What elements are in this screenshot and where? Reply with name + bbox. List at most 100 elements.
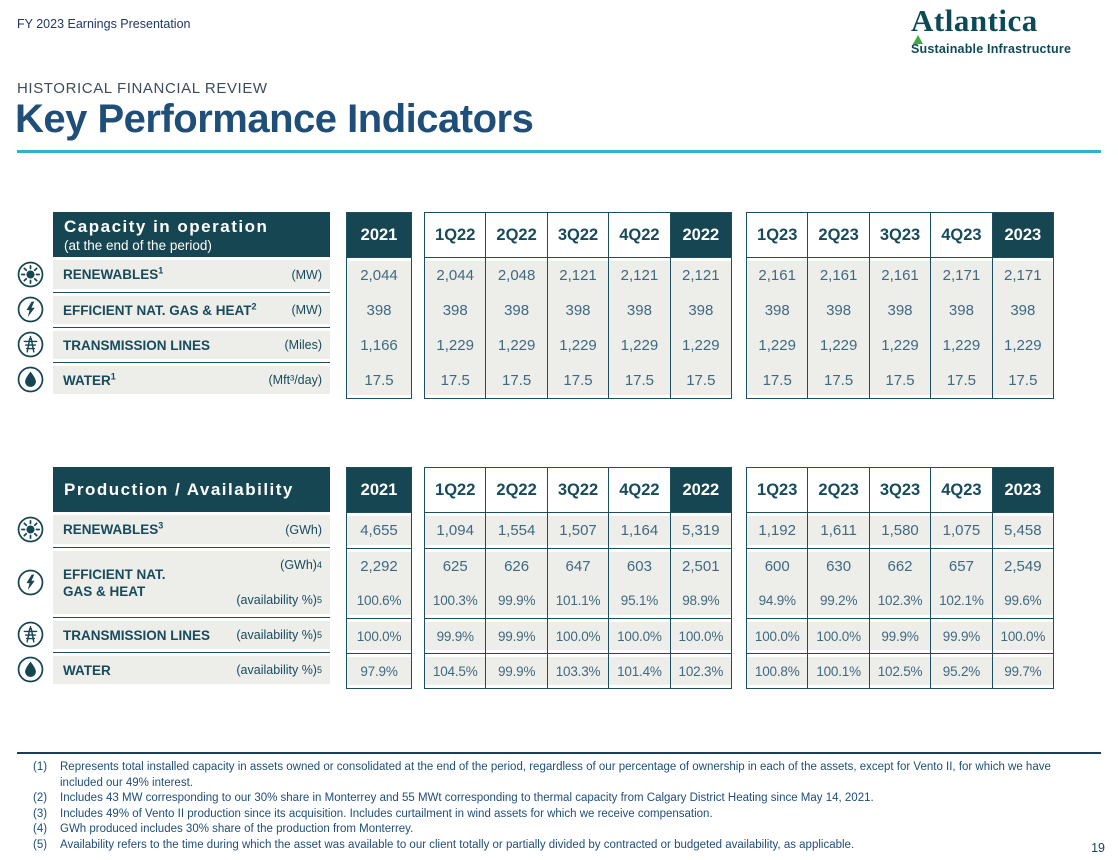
value-cell: 1,229 bbox=[682, 337, 720, 354]
value-cell: 398 bbox=[826, 302, 852, 319]
value-row-band: 100.0% bbox=[347, 618, 411, 653]
row-unit: (availability %) 5 bbox=[236, 592, 322, 607]
value-cell: 1,229 bbox=[497, 337, 536, 354]
value-cell: 99.6% bbox=[1004, 593, 1042, 609]
value-row-band: 100.8% bbox=[747, 653, 808, 688]
value-row-band: 398 bbox=[347, 293, 411, 328]
value-row-band: 4,655 bbox=[347, 513, 411, 548]
value-cell: 398 bbox=[442, 302, 468, 319]
quarter-column-header: 1Q22 bbox=[425, 468, 487, 513]
value-cell: 398 bbox=[764, 302, 790, 319]
value-cell: 100.1% bbox=[816, 663, 861, 679]
row-label-band: RENEWABLES1 (MW) bbox=[53, 257, 330, 292]
value-row-band: 1,507 bbox=[547, 513, 609, 548]
value-row-band: 630 99.2% bbox=[808, 548, 870, 618]
row-label-band: EFFICIENT NAT. GAS & HEAT2 (MW) bbox=[53, 292, 330, 327]
value-row-band: 626 99.9% bbox=[486, 548, 548, 618]
value-cell: 398 bbox=[1010, 302, 1036, 319]
row-label-band: TRANSMISSION LINES (Miles) bbox=[53, 327, 330, 362]
value-row-band: 1,229 bbox=[671, 328, 731, 363]
value-cell: 1,192 bbox=[758, 522, 796, 539]
value-row-band: 17.5 bbox=[870, 363, 930, 398]
table-header: Production / Availability bbox=[53, 467, 330, 512]
value-cell: 5,458 bbox=[1004, 522, 1042, 539]
row-label: TRANSMISSION LINES bbox=[63, 337, 211, 353]
value-cell: 97.9% bbox=[360, 663, 398, 679]
value-cell: 2,161 bbox=[758, 267, 796, 284]
value-row-band: 17.5 bbox=[808, 363, 868, 398]
value-cell: 2,171 bbox=[942, 267, 981, 284]
value-row-band: 104.5% bbox=[425, 653, 486, 688]
columns-2022-group: 1Q22 2Q22 3Q22 4Q22 2022 2,044 398 1,229 17.5 2,0… bbox=[424, 212, 732, 399]
value-cell: 17.5 bbox=[624, 372, 655, 389]
table-subtitle: (at the end of the period) bbox=[64, 237, 212, 253]
value-row-band: 102.5% bbox=[869, 653, 931, 688]
columns-2023-group: 1Q23 2Q23 3Q23 4Q23 2023 2,161 398 1,229 17.5 2,1… bbox=[746, 212, 1054, 399]
footnote-number: (5) bbox=[33, 838, 48, 851]
value-cell: 630 bbox=[826, 557, 852, 575]
drop-icon bbox=[17, 656, 44, 683]
row-label: WATER1 bbox=[63, 371, 116, 388]
value-row-band: 2,171 bbox=[993, 258, 1053, 293]
value-row-band: 2,121 bbox=[609, 258, 669, 293]
row-label-band: WATER1 (Mft³/day) bbox=[53, 362, 330, 397]
value-cell: 17.5 bbox=[885, 372, 915, 389]
footnote-item: (4) GWh produced includes 30% share of th… bbox=[33, 822, 1081, 838]
value-row-band: 100.1% bbox=[808, 653, 870, 688]
value-cell: 4,655 bbox=[360, 522, 398, 539]
value-row-band: 2,044 bbox=[347, 258, 411, 293]
value-row-band: 17.5 bbox=[425, 363, 485, 398]
value-row-band: 1,229 bbox=[548, 328, 608, 363]
table-icon-column bbox=[17, 467, 53, 687]
value-row-band: 102.3% bbox=[670, 653, 732, 688]
value-row-band: 99.9% bbox=[869, 618, 931, 653]
value-cell: 2,121 bbox=[682, 267, 720, 284]
value-cell: 17.5 bbox=[364, 372, 394, 389]
logo-tagline: Sustainable Infrastructure bbox=[911, 41, 1072, 56]
value-cell: 17.5 bbox=[440, 372, 470, 389]
value-cell: 100.8% bbox=[754, 663, 800, 679]
value-row-band: 1,166 bbox=[347, 328, 411, 363]
capacity-table-grid: Capacity in operation (at the end of the … bbox=[17, 212, 1054, 399]
footnote-text: GWh produced includes 30% share of the p… bbox=[60, 823, 414, 835]
quarter-column-header: 4Q23 bbox=[931, 213, 993, 258]
value-cell: 1,229 bbox=[942, 337, 981, 354]
footnote-number: (3) bbox=[33, 807, 48, 820]
capacity-table: Capacity in operation (at the end of the … bbox=[17, 212, 1054, 399]
value-cell: 2,048 bbox=[497, 267, 536, 284]
row-label-band: TRANSMISSION LINES (availability %) 5 bbox=[53, 617, 330, 652]
tower-icon bbox=[17, 331, 44, 358]
value-row-band: 5,319 bbox=[670, 513, 732, 548]
value-row-band: 1,229 bbox=[425, 328, 485, 363]
quarter-column-header: 4Q23 bbox=[931, 468, 993, 513]
value-row-band: 600 94.9% bbox=[747, 548, 808, 618]
value-cell: 1,229 bbox=[881, 337, 919, 354]
value-row-band: 2,549 99.6% bbox=[992, 548, 1054, 618]
footnote-rule bbox=[17, 752, 1101, 754]
production-table: Production / Availability RENEWABLES3 (GWh… bbox=[17, 467, 1054, 689]
row-label: RENEWABLES1 bbox=[63, 265, 164, 282]
value-row-band: 398 bbox=[486, 293, 546, 328]
value-row-band: 2,161 bbox=[808, 258, 868, 293]
table-header: Capacity in operation (at the end of the … bbox=[53, 212, 330, 257]
value-row-band: 625 100.3% bbox=[425, 548, 486, 618]
quarter-column-header: 3Q23 bbox=[869, 468, 932, 513]
value-cell: 662 bbox=[887, 557, 913, 575]
row-unit: (Miles) bbox=[284, 338, 323, 352]
value-row-band: 2,161 bbox=[747, 258, 807, 293]
value-row-band: 17.5 bbox=[347, 363, 411, 398]
quarter-column-header: 2Q23 bbox=[808, 213, 870, 258]
tower-icon bbox=[17, 621, 44, 648]
row-label: TRANSMISSION LINES bbox=[63, 627, 211, 643]
value-row-band: 1,164 bbox=[609, 513, 671, 548]
value-row-band: 1,229 bbox=[609, 328, 669, 363]
value-cell: 1,229 bbox=[559, 337, 597, 354]
columns-2022-group: 1Q22 2Q22 3Q22 4Q22 2022 1,094 625 100.3% 99.9% 1… bbox=[424, 467, 732, 689]
columns-2023-group: 1Q23 2Q23 3Q23 4Q23 2023 1,192 600 94.9% 100.0% 1… bbox=[746, 467, 1054, 689]
value-row-band: 99.9% bbox=[486, 618, 548, 653]
table-icon-column bbox=[17, 212, 53, 397]
value-cell: 603 bbox=[626, 557, 652, 575]
value-row-band: 100.0% bbox=[747, 618, 808, 653]
table-title: Production / Availability bbox=[64, 479, 294, 499]
